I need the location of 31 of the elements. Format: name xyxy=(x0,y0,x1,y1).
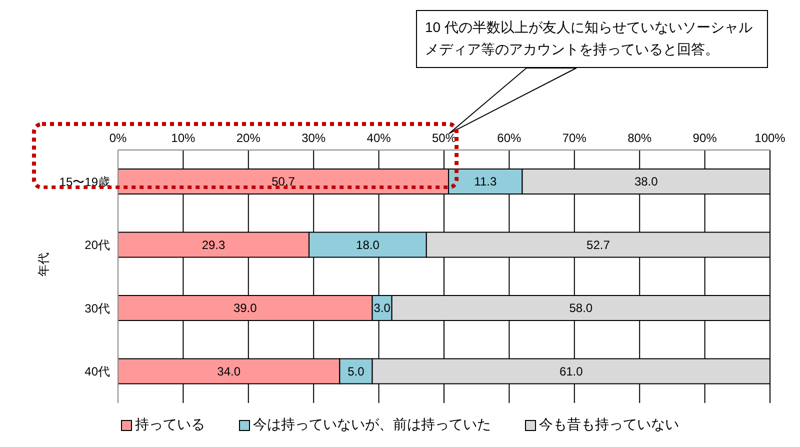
y-tick-label: 30代 xyxy=(84,301,110,316)
data-label: 34.0 xyxy=(217,364,241,378)
data-label: 18.0 xyxy=(356,238,380,252)
data-label: 11.3 xyxy=(474,174,497,189)
y-tick-label: 40代 xyxy=(84,364,110,379)
x-tick-label: 60% xyxy=(497,131,522,145)
legend-label: 今は持っていないが、前は持っていた xyxy=(253,416,491,434)
x-tick-label: 40% xyxy=(366,131,392,145)
data-label: 58.0 xyxy=(569,301,593,316)
x-tick-label: 100% xyxy=(754,131,786,145)
data-label: 29.3 xyxy=(202,238,226,252)
x-tick-label: 90% xyxy=(692,131,718,145)
legend-label: 今も昔も持っていない xyxy=(539,416,679,434)
x-tick-label: 0% xyxy=(109,131,127,145)
x-tick-label: 70% xyxy=(562,131,587,145)
x-tick-label: 50% xyxy=(432,131,456,145)
data-label: 5.0 xyxy=(348,364,365,378)
data-label: 38.0 xyxy=(634,174,658,189)
data-label: 50.7 xyxy=(272,174,296,189)
data-label: 61.0 xyxy=(559,364,584,378)
y-axis-title: 年代 xyxy=(36,252,50,276)
data-label: 39.0 xyxy=(233,301,258,316)
text: 10 代の半数以上が友人に知らせていないソーシャルメディア等のアカウントを持っていると回答。 xyxy=(416,10,768,68)
x-tick-label: 30% xyxy=(302,131,326,145)
x-tick-label: 80% xyxy=(628,131,652,145)
data-label: 52.7 xyxy=(586,238,610,252)
data-label: 3.0 xyxy=(374,301,391,316)
legend-label: 持っている xyxy=(135,416,205,434)
x-tick-label: 10% xyxy=(171,131,196,145)
y-tick-label: 20代 xyxy=(84,238,110,252)
x-tick-label: 20% xyxy=(236,131,261,145)
